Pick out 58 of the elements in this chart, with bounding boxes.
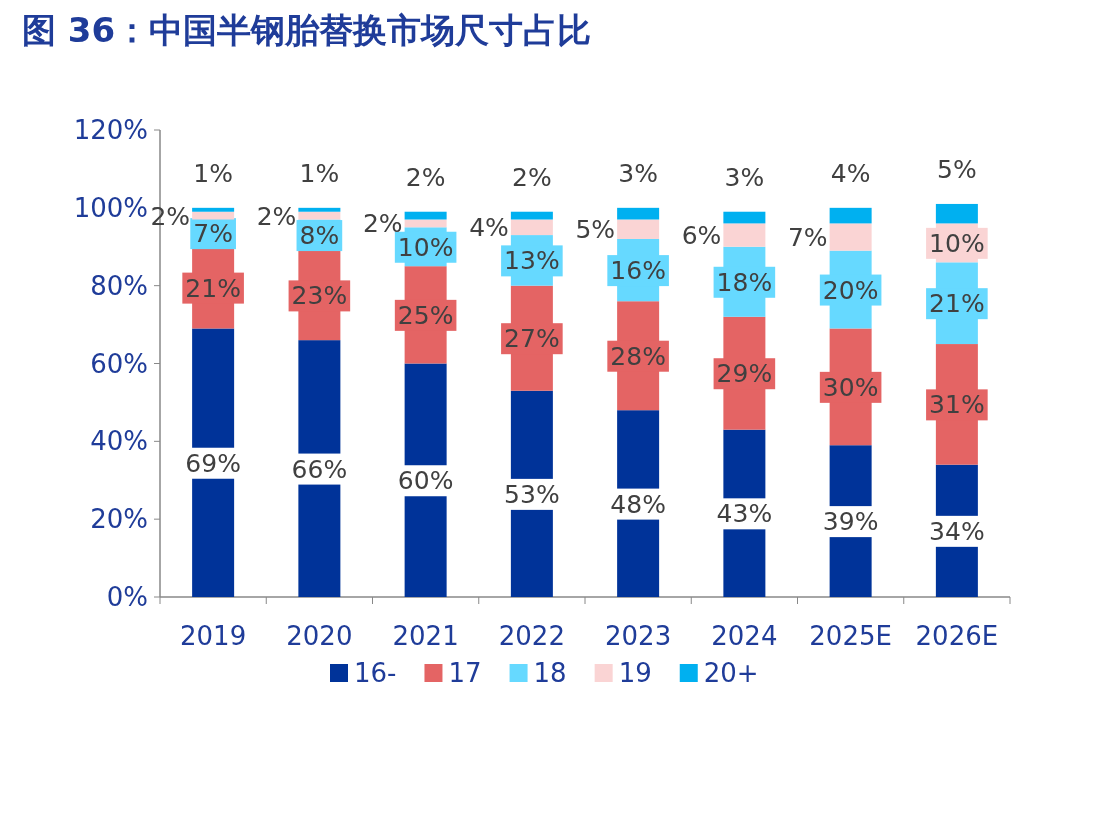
data-label: 1% (299, 158, 340, 188)
data-label: 39% (822, 507, 879, 537)
data-label: 7% (787, 223, 828, 253)
y-tick-label: 100% (73, 192, 148, 223)
data-label: 21% (185, 273, 241, 303)
data-label: 13% (504, 246, 560, 276)
x-tick-label: 2024 (711, 621, 778, 651)
legend-label: 20+ (703, 658, 759, 688)
data-label: 6% (681, 221, 722, 251)
data-label: 2% (405, 162, 446, 192)
data-label: 1% (193, 158, 233, 188)
data-label: 3% (618, 158, 658, 188)
data-label: 30% (822, 372, 879, 402)
data-label: 5% (575, 215, 616, 245)
data-label: 53% (504, 479, 560, 509)
data-label: 2% (150, 201, 191, 231)
y-tick-label: 20% (90, 504, 148, 535)
data-label: 4% (469, 213, 509, 243)
legend-label: 19 (618, 658, 652, 688)
data-label: 48% (610, 489, 666, 519)
x-tick-label: 2021 (392, 621, 459, 651)
data-label: 23% (291, 281, 348, 311)
x-tick-label: 2019 (180, 621, 247, 651)
x-tick-label: 2022 (498, 621, 565, 651)
y-tick-label: 0% (106, 582, 148, 612)
chart-title: 图 36：中国半钢胎替换市场尺寸占比 (22, 10, 592, 50)
data-label: 31% (929, 390, 985, 420)
legend-label: 18 (533, 658, 567, 688)
data-label: 8% (299, 221, 340, 251)
x-tick-label: 2026E (915, 621, 999, 651)
data-label: 18% (716, 267, 773, 297)
legend-label: 17 (448, 658, 482, 688)
x-tick-label: 2020 (286, 621, 353, 651)
data-label: 16% (610, 256, 666, 286)
data-label: 5% (937, 154, 977, 184)
data-label: 43% (716, 499, 773, 529)
x-tick-label: 2025E (809, 621, 892, 651)
data-label: 69% (185, 448, 241, 478)
data-label: 2% (256, 201, 297, 231)
data-label: 25% (397, 300, 454, 330)
data-label: 20% (822, 275, 879, 305)
y-tick-label: 120% (73, 115, 148, 145)
y-tick-label: 40% (90, 426, 148, 457)
data-label: 21% (929, 289, 985, 319)
x-tick-label: 2023 (605, 621, 672, 651)
data-label: 66% (291, 454, 348, 484)
data-label: 28% (610, 341, 666, 371)
data-label: 27% (504, 324, 560, 354)
y-tick-label: 80% (90, 270, 148, 301)
data-label: 60% (397, 466, 454, 496)
data-label: 34% (929, 516, 985, 546)
data-label: 7% (193, 219, 233, 249)
data-label: 2% (512, 162, 552, 192)
data-label: 4% (830, 158, 871, 188)
data-label: 3% (724, 162, 765, 192)
data-label: 29% (716, 359, 773, 389)
legend-label: 16- (354, 658, 397, 688)
y-tick-label: 60% (90, 348, 148, 379)
